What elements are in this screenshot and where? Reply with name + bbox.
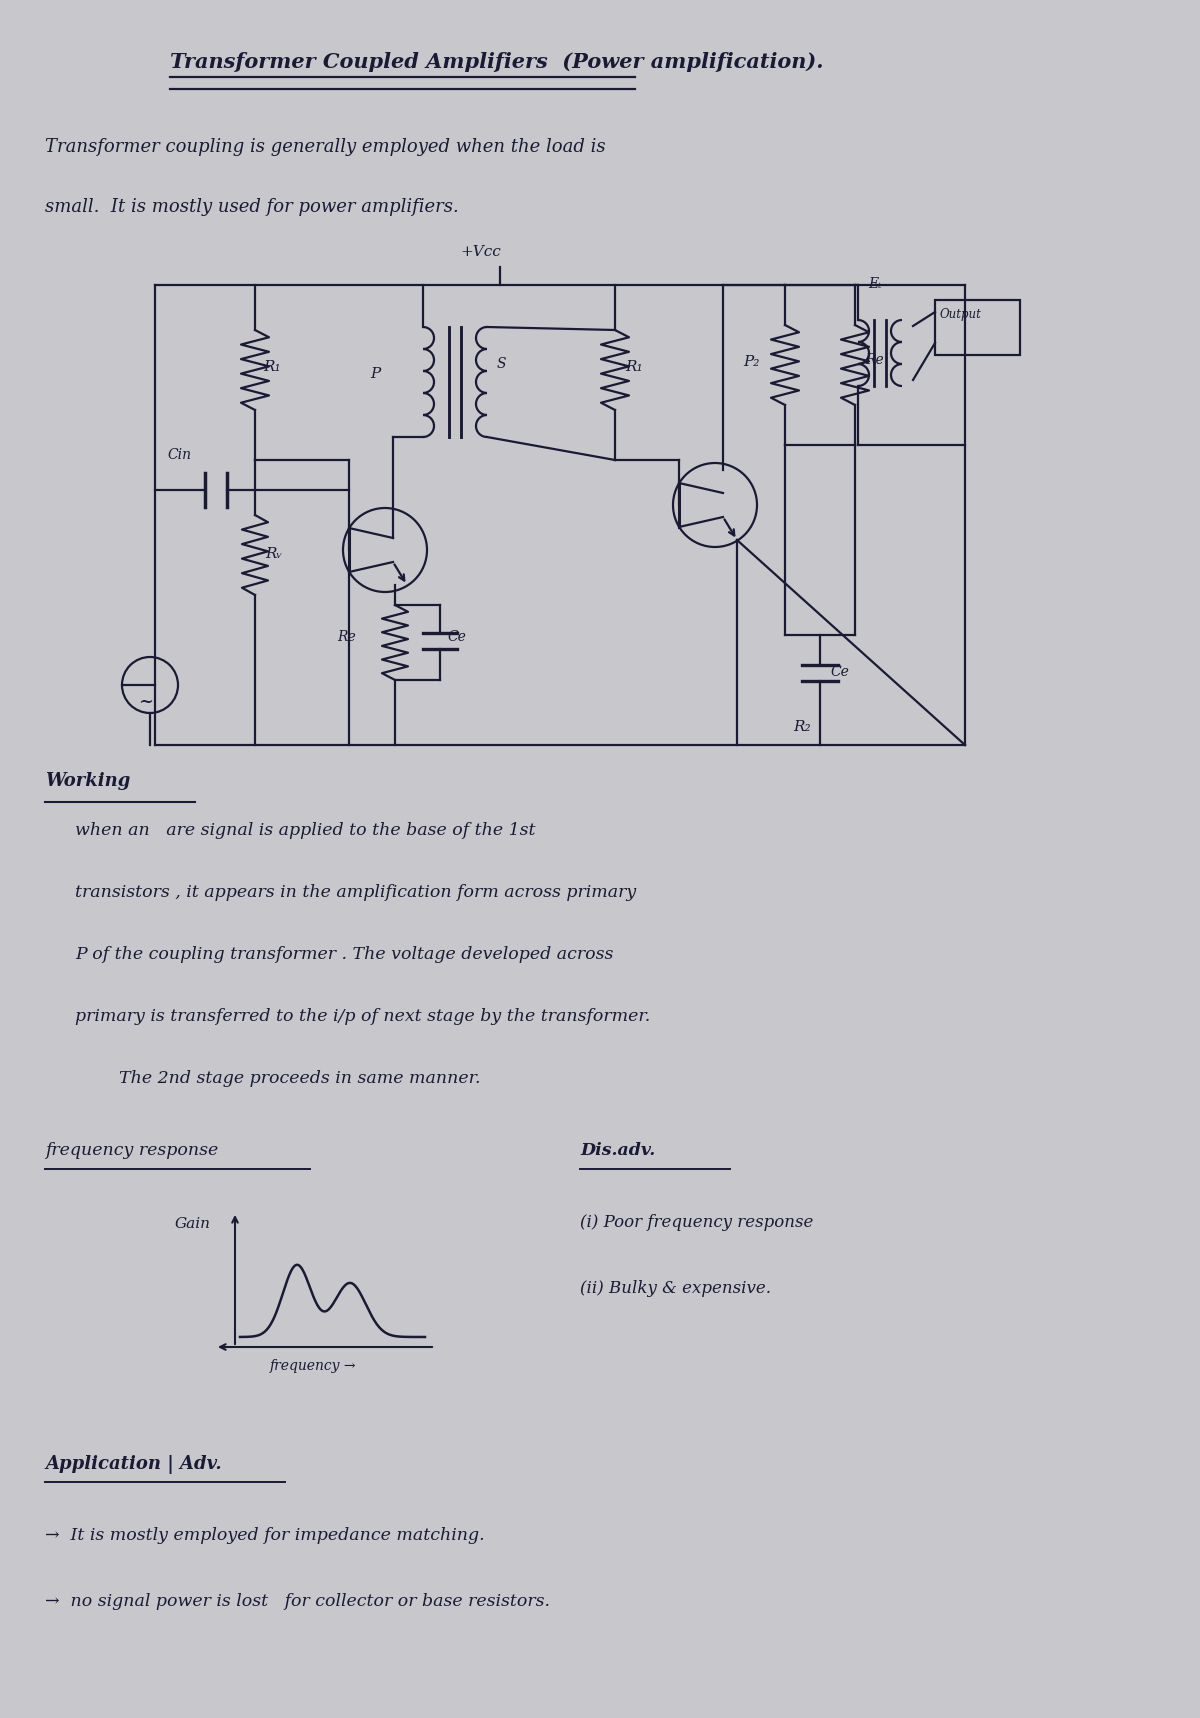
Bar (935, 301, 1020, 356)
Text: Ce: Ce (830, 665, 848, 679)
Text: →  It is mostly employed for impedance matching.: → It is mostly employed for impedance ma… (46, 1527, 485, 1544)
Text: ~: ~ (138, 692, 154, 711)
Text: Eₜ: Eₜ (868, 277, 882, 290)
Text: Cin: Cin (167, 448, 191, 462)
Text: Re: Re (865, 352, 883, 368)
Text: Transformer coupling is generally employed when the load is: Transformer coupling is generally employ… (46, 137, 606, 156)
Text: R₁: R₁ (263, 361, 281, 375)
Text: Working: Working (46, 771, 131, 790)
Text: P₂: P₂ (743, 356, 760, 369)
Text: Output: Output (940, 308, 982, 321)
Text: Rᵥ: Rᵥ (265, 546, 282, 562)
Text: S: S (497, 357, 506, 371)
Text: P of the coupling transformer . The voltage developed across: P of the coupling transformer . The volt… (74, 947, 613, 964)
Text: small.  It is mostly used for power amplifiers.: small. It is mostly used for power ampli… (46, 198, 458, 216)
Text: Re: Re (337, 631, 355, 644)
Text: when an   are signal is applied to the base of the 1st: when an are signal is applied to the bas… (74, 821, 535, 838)
Text: primary is transferred to the i/p of next stage by the transformer.: primary is transferred to the i/p of nex… (74, 1008, 650, 1026)
Text: (i) Poor frequency response: (i) Poor frequency response (580, 1215, 814, 1232)
Text: Ce: Ce (448, 631, 466, 644)
Text: R₁: R₁ (625, 361, 643, 375)
Text: frequency →: frequency → (270, 1359, 356, 1373)
Text: transistors , it appears in the amplification form across primary: transistors , it appears in the amplific… (74, 885, 636, 900)
Text: The 2nd stage proceeds in same manner.: The 2nd stage proceeds in same manner. (74, 1070, 480, 1087)
Text: frequency response: frequency response (46, 1142, 218, 1160)
Text: P: P (370, 368, 380, 381)
Text: →  no signal power is lost   for collector or base resistors.: → no signal power is lost for collector … (46, 1593, 550, 1610)
Text: +Vcc: +Vcc (460, 246, 500, 259)
Text: (ii) Bulky & expensive.: (ii) Bulky & expensive. (580, 1280, 772, 1297)
Text: Dis.adv.: Dis.adv. (580, 1142, 655, 1160)
Text: Transformer Coupled Amplifiers  (Power amplification).: Transformer Coupled Amplifiers (Power am… (170, 52, 823, 72)
Text: Gain: Gain (175, 1216, 211, 1232)
Text: Application | Adv.: Application | Adv. (46, 1455, 222, 1474)
Text: R₂: R₂ (793, 720, 811, 734)
